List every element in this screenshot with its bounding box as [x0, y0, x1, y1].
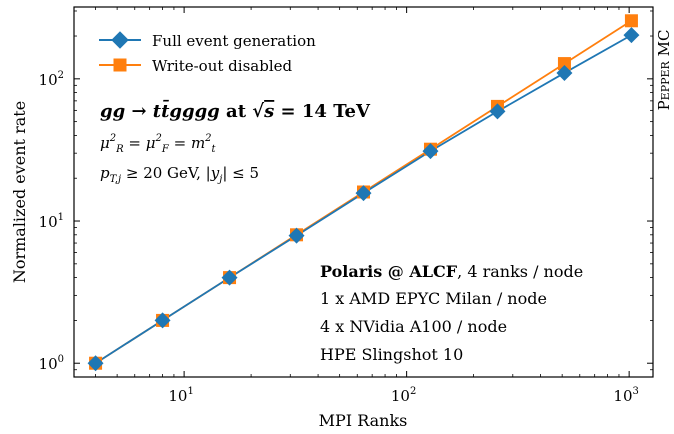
process-formula: gg → tt̄gggg — [100, 100, 220, 122]
x-tick-label: 102 — [391, 386, 416, 405]
process-energy: = 14 TeV — [274, 101, 371, 122]
data-point-full — [489, 103, 506, 120]
side-label-rest: MC — [655, 30, 673, 62]
legend-label-full: Full event generation — [152, 32, 316, 50]
legend-marker-full — [111, 31, 129, 49]
data-point-full — [355, 185, 372, 202]
system-network: HPE Slingshot 10 — [320, 345, 463, 364]
cuts-annotation: pT,j ≥ 20 GeV, |yj| ≤ 5 — [100, 164, 259, 185]
legend-label-writeout: Write-out disabled — [152, 57, 292, 75]
scale-annotation: μ2R = μ2F = m2t — [100, 133, 217, 155]
data-point-full — [87, 355, 104, 372]
data-point-full — [288, 227, 305, 244]
y-axis-label: Normalized event rate — [10, 101, 29, 283]
data-point-full — [221, 269, 238, 286]
data-point-writeout — [557, 57, 571, 71]
system-cpu: 1 x AMD EPYC Milan / node — [320, 289, 547, 308]
process-s: s — [263, 101, 274, 122]
side-label-big: P — [655, 100, 673, 110]
side-label-small: EPPER — [659, 60, 672, 100]
x-tick-label: 101 — [168, 386, 193, 405]
data-point-full — [154, 312, 171, 329]
legend: Full event generation Write-out disabled — [99, 31, 316, 75]
system-annotation: Polaris @ ALCF, 4 ranks / node 1 x AMD E… — [320, 262, 583, 364]
axis-ticks: 101 102 103 100 101 102 — [39, 7, 653, 405]
system-gpu: 4 x NVidia A100 / node — [320, 317, 507, 336]
x-tick-label: 103 — [613, 386, 638, 405]
data-point-full — [623, 27, 640, 44]
data-point-writeout — [624, 14, 638, 28]
data-point-full — [422, 143, 439, 160]
side-label: PEPPER MC — [655, 30, 673, 111]
process-annotation: gg → tt̄gggg at √s = 14 TeV μ2R = μ2F = … — [100, 100, 371, 185]
svg-text:gg → tt̄gggg at √s = 14 TeV: gg → tt̄gggg at √s = 14 TeV — [100, 100, 371, 122]
process-at: at — [220, 101, 253, 122]
y-tick-label: 101 — [39, 212, 64, 231]
y-tick-label: 102 — [39, 70, 64, 89]
legend-marker-writeout — [113, 58, 127, 72]
svg-text:Polaris @ ALCF, 4 ranks / node: Polaris @ ALCF, 4 ranks / node — [320, 262, 583, 281]
process-sqrt: √ — [252, 101, 264, 122]
data-point-full — [556, 64, 573, 81]
y-tick-label: 100 — [39, 354, 64, 373]
plot-frame — [73, 6, 654, 378]
system-ranks: , 4 ranks / node — [457, 262, 583, 281]
series-markers — [87, 14, 640, 372]
system-name: Polaris @ ALCF — [320, 262, 458, 281]
x-axis-label: MPI Ranks — [319, 411, 408, 430]
